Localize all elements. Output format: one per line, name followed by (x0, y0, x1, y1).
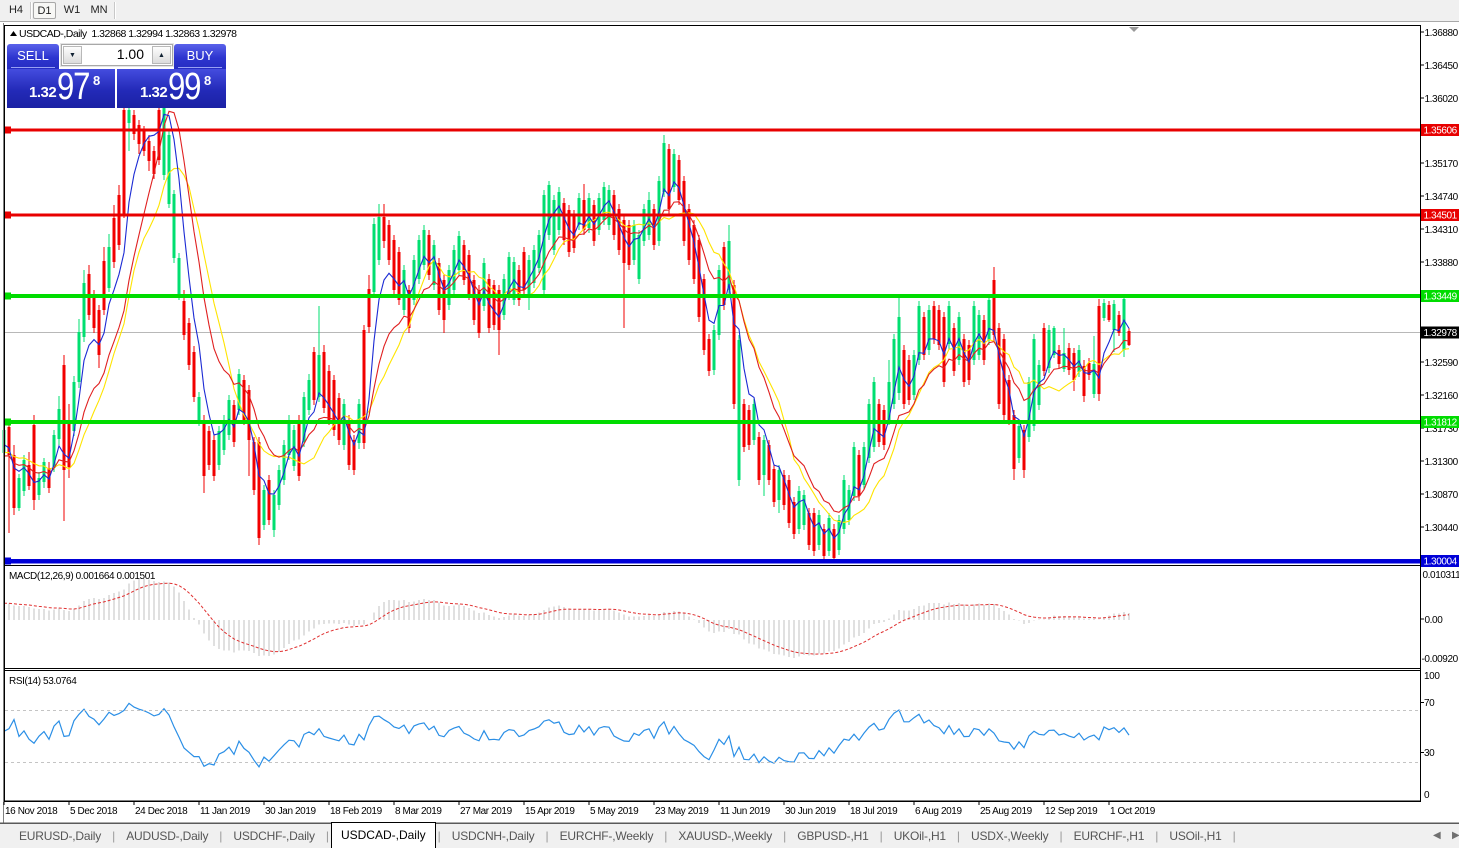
svg-text:18 Feb 2019: 18 Feb 2019 (330, 806, 383, 817)
svg-text:30 Jan 2019: 30 Jan 2019 (265, 806, 316, 817)
svg-text:1.35170: 1.35170 (1425, 159, 1459, 170)
svg-text:1.32160: 1.32160 (1425, 391, 1459, 402)
svg-text:30: 30 (1424, 748, 1435, 759)
svg-text:12 Sep 2019: 12 Sep 2019 (1045, 806, 1098, 817)
svg-text:MACD(12,26,9) 0.001664 0.00150: MACD(12,26,9) 0.001664 0.001501 (9, 571, 156, 582)
svg-text:5 Dec 2018: 5 Dec 2018 (70, 806, 118, 817)
svg-text:27 Mar 2019: 27 Mar 2019 (460, 806, 513, 817)
svg-text:1.30440: 1.30440 (1425, 523, 1459, 534)
svg-text:11 Jun 2019: 11 Jun 2019 (720, 806, 771, 817)
svg-text:1.33880: 1.33880 (1425, 258, 1459, 269)
svg-text:0.00: 0.00 (1425, 615, 1444, 626)
svg-text:1.36020: 1.36020 (1425, 94, 1459, 105)
svg-text:70: 70 (1424, 698, 1435, 709)
svg-text:100: 100 (1424, 671, 1440, 682)
svg-text:24 Dec 2018: 24 Dec 2018 (135, 806, 188, 817)
svg-text:1.36880: 1.36880 (1425, 28, 1459, 39)
svg-text:1.34740: 1.34740 (1425, 192, 1459, 203)
svg-text:25 Aug 2019: 25 Aug 2019 (980, 806, 1033, 817)
svg-text:8 Mar 2019: 8 Mar 2019 (395, 806, 442, 817)
svg-text:1.30870: 1.30870 (1425, 490, 1459, 501)
svg-text:11 Jan 2019: 11 Jan 2019 (200, 806, 251, 817)
svg-text:18 Jul 2019: 18 Jul 2019 (850, 806, 898, 817)
svg-text:1.30004: 1.30004 (1424, 557, 1458, 568)
svg-text:USDCAD-,Daily 1.32868 1.32994: USDCAD-,Daily 1.32868 1.32994 1.32863 1.… (19, 28, 237, 40)
svg-text:1.36450: 1.36450 (1425, 61, 1459, 72)
svg-text:1.33449: 1.33449 (1424, 292, 1458, 303)
svg-text:5 May 2019: 5 May 2019 (590, 806, 639, 817)
svg-text:1.35606: 1.35606 (1424, 126, 1458, 137)
svg-text:15 Apr 2019: 15 Apr 2019 (525, 806, 575, 817)
svg-text:RSI(14) 53.0764: RSI(14) 53.0764 (9, 676, 77, 687)
svg-text:-0.00920: -0.00920 (1422, 654, 1459, 665)
svg-text:23 May 2019: 23 May 2019 (655, 806, 709, 817)
svg-text:1.31300: 1.31300 (1425, 457, 1459, 468)
svg-text:0.010311: 0.010311 (1423, 570, 1459, 581)
svg-text:16 Nov 2018: 16 Nov 2018 (5, 806, 58, 817)
svg-text:1.32978: 1.32978 (1424, 328, 1458, 339)
svg-text:30 Jun 2019: 30 Jun 2019 (785, 806, 836, 817)
svg-text:6 Aug 2019: 6 Aug 2019 (915, 806, 962, 817)
svg-text:1.31812: 1.31812 (1424, 418, 1458, 429)
svg-text:1.32590: 1.32590 (1425, 358, 1459, 369)
svg-text:0: 0 (1424, 790, 1430, 801)
svg-text:1 Oct 2019: 1 Oct 2019 (1110, 806, 1156, 817)
svg-text:1.34310: 1.34310 (1425, 225, 1459, 236)
svg-text:1.31730: 1.31730 (1425, 424, 1459, 435)
svg-text:1.34501: 1.34501 (1424, 211, 1458, 222)
